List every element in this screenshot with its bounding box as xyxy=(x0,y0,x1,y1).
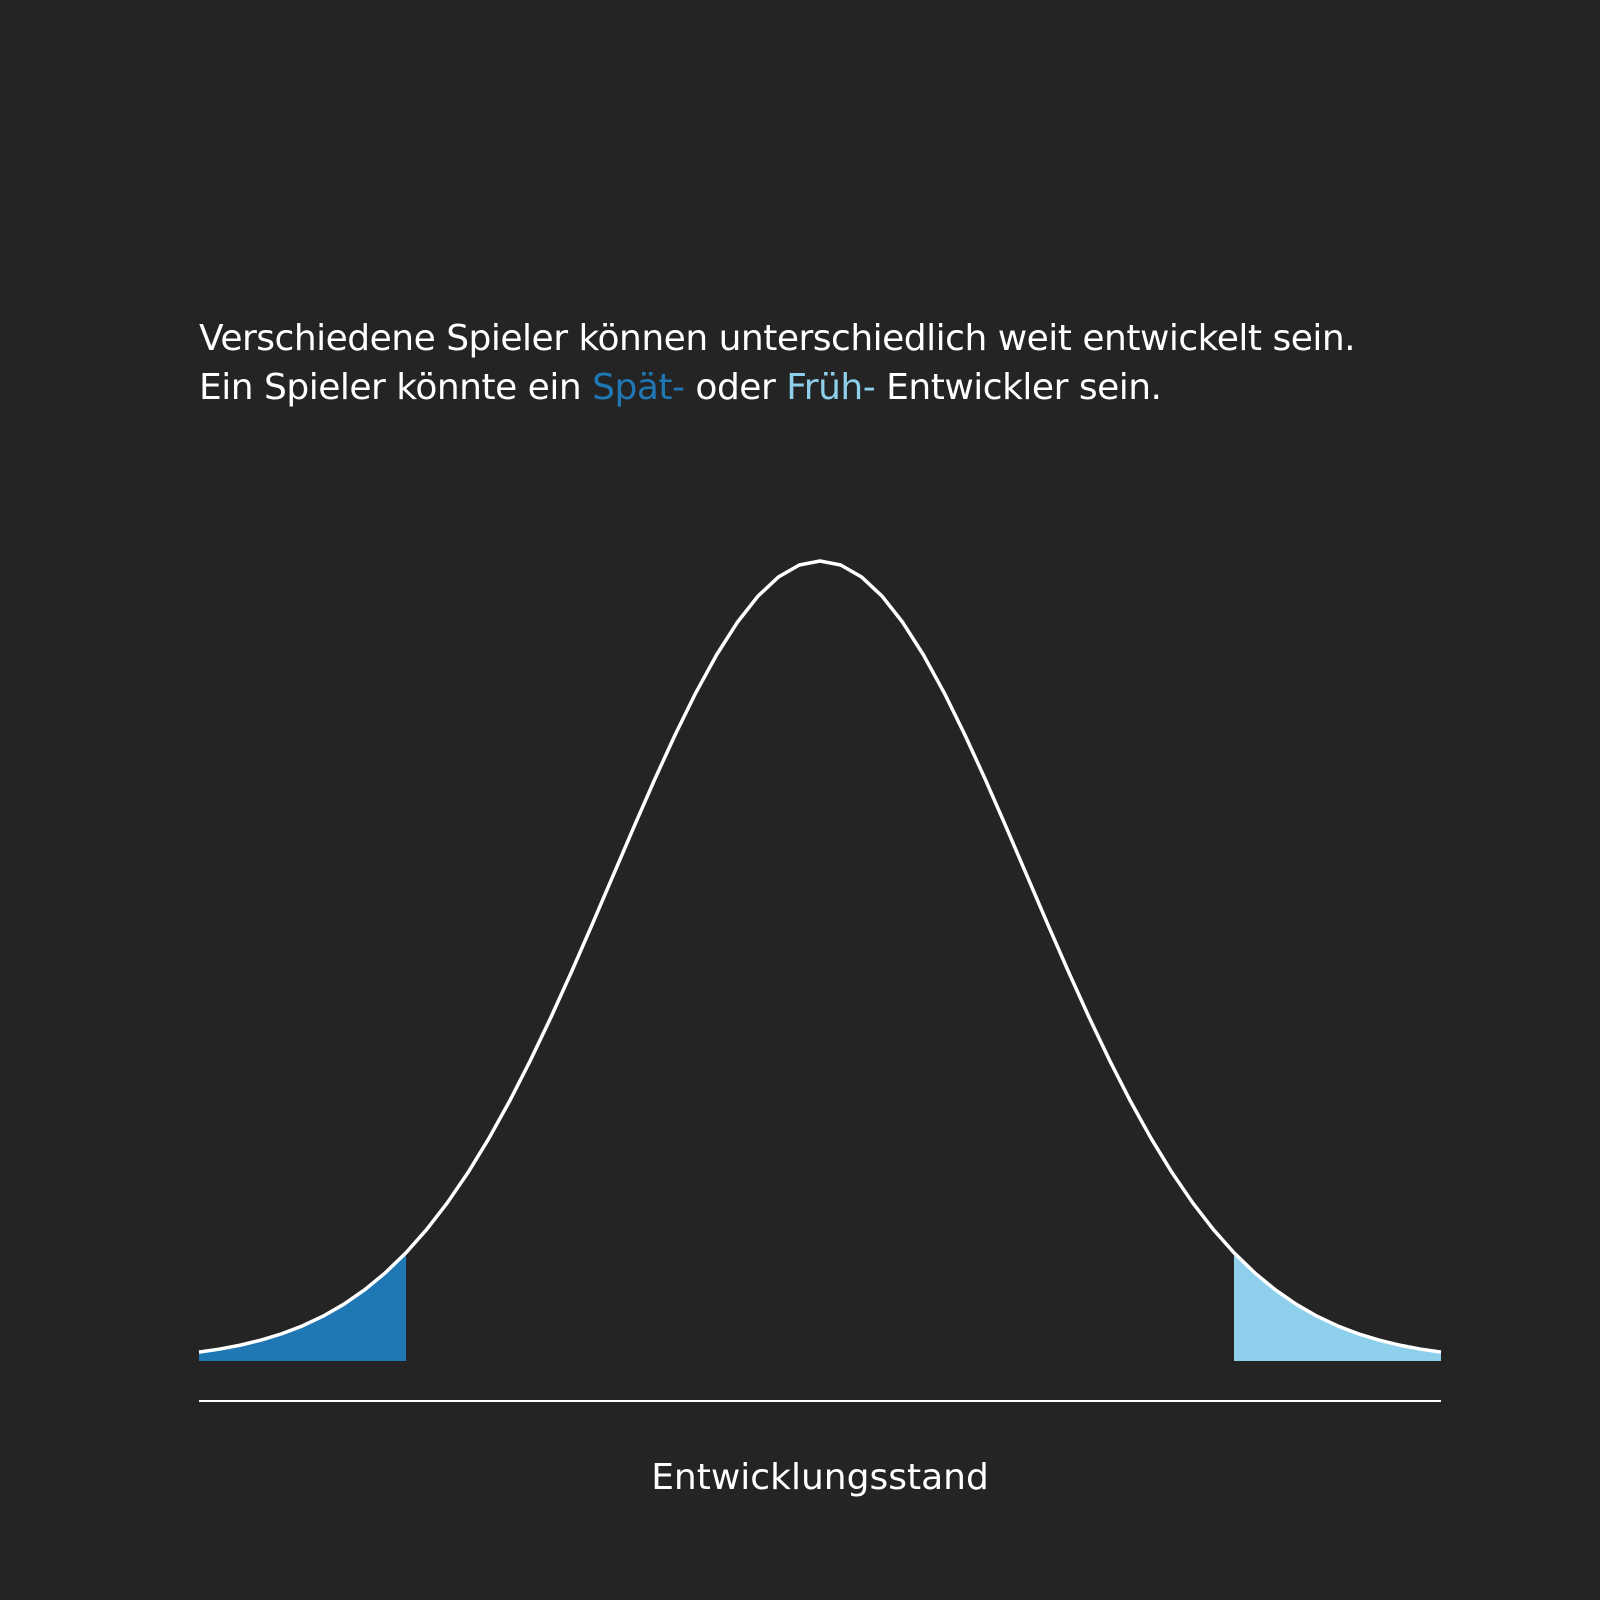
headline-line-1: Verschiedene Spieler können unterschiedl… xyxy=(199,318,1356,359)
headline-line-2: Ein Spieler könnte ein Spät- oder Früh- … xyxy=(199,363,1449,412)
headline-suffix: Entwickler sein. xyxy=(875,367,1162,408)
x-axis-label: Entwicklungsstand xyxy=(651,1457,989,1498)
distribution-curve xyxy=(198,559,1442,1354)
early-developer-area xyxy=(1234,1252,1441,1361)
headline: Verschiedene Spieler können unterschiedl… xyxy=(199,314,1449,412)
late-developer-label: Spät- xyxy=(592,367,685,408)
headline-prefix: Ein Spieler könnte ein xyxy=(199,367,593,408)
late-developer-area xyxy=(199,1252,406,1361)
early-developer-label: Früh- xyxy=(786,367,876,408)
headline-middle: oder xyxy=(684,367,787,408)
